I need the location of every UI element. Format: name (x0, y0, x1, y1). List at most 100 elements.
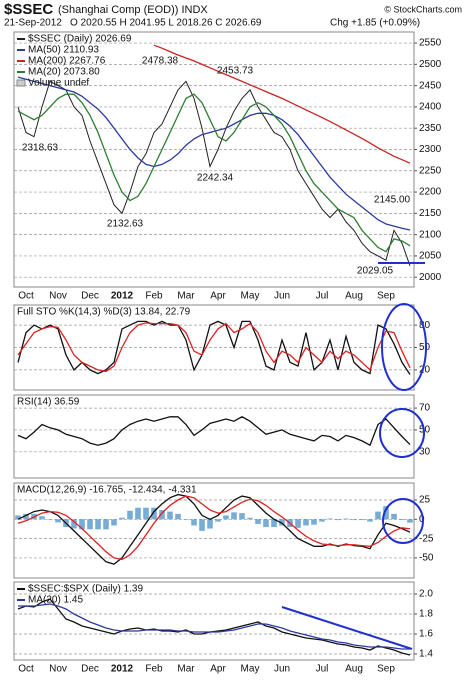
histogram-bar (71, 519, 77, 529)
histogram-bar (191, 519, 197, 526)
y-tick-label: 25 (419, 495, 431, 506)
y-tick-label: -25 (419, 533, 434, 544)
x-tick-label: Oct (18, 664, 34, 675)
x-tick-label: Mar (177, 664, 195, 675)
x-tick-label: Jul (316, 664, 329, 675)
legend-label: MA(20) 1.45 (28, 595, 83, 606)
histogram-bar (23, 513, 29, 520)
histogram-bar (103, 519, 109, 530)
quote-date: 21-Sep-2012 (4, 18, 62, 29)
y-tick-label: 2100 (419, 229, 442, 240)
histogram-bar (151, 507, 157, 520)
panel-frame (13, 581, 415, 661)
histogram-bar (407, 519, 413, 523)
histogram-bar (303, 519, 309, 526)
histogram-bar (119, 517, 125, 520)
y-tick-label: 2150 (419, 208, 442, 219)
x-tick-label: May (241, 664, 260, 675)
histogram-bar (111, 519, 117, 526)
histogram-bar (215, 519, 221, 522)
legend-label: MA(20) 2073.80 (28, 67, 100, 78)
price-annotation: 2318.63 (22, 143, 59, 154)
histogram-bar (79, 519, 85, 530)
x-tick-label: 2012 (111, 291, 134, 302)
y-tick-label: 2550 (419, 38, 442, 49)
x-tick-label: Oct (18, 291, 34, 302)
x-tick-label: Feb (145, 291, 163, 302)
y-tick-label: 50 (419, 342, 431, 353)
x-tick-label: Jun (274, 664, 290, 675)
histogram-bar (351, 519, 357, 521)
y-tick-label: 2050 (419, 251, 442, 262)
histogram-bar (383, 506, 389, 520)
y-tick-label: 2200 (419, 187, 442, 198)
price-annotation: 2242.34 (197, 173, 234, 184)
histogram-bar (279, 519, 285, 526)
y-tick-label: 2.0 (419, 589, 433, 600)
price-annotation: 2478.38 (142, 56, 179, 67)
symbol-name: (Shanghai Comp (EOD)) INDX (58, 4, 208, 16)
highlight-circle (382, 498, 424, 544)
x-tick-label: Dec (81, 291, 99, 302)
series-line (17, 322, 411, 373)
y-tick-label: 1.4 (419, 649, 433, 660)
legend-label: MA(50) 2110.93 (28, 45, 99, 56)
histogram-bar (343, 518, 349, 520)
histogram-bar (375, 511, 381, 520)
histogram-bar (127, 510, 133, 520)
histogram-bar (159, 510, 165, 520)
x-tick-label: Aug (345, 291, 363, 302)
price-annotation: 2132.63 (107, 219, 144, 230)
x-tick-label: Sep (377, 291, 395, 302)
price-annotation: 2029.05 (357, 266, 394, 277)
panel-frame (13, 31, 415, 288)
series-line (18, 603, 410, 650)
legend-label: Volume undef (28, 78, 89, 89)
panel-title: Full STO %K(14,3) %D(3) 13.84, 22.79 (17, 307, 191, 318)
panel-title: RSI(14) 36.59 (17, 397, 80, 408)
y-tick-label: 2300 (419, 144, 442, 155)
histogram-bar (39, 516, 45, 520)
series-line (17, 495, 411, 561)
histogram-bar (239, 513, 245, 520)
y-tick-label: 2350 (419, 123, 442, 134)
x-tick-label: Jul (316, 291, 329, 302)
histogram-bar (367, 519, 373, 522)
histogram-bar (223, 515, 229, 520)
histogram-bar (135, 507, 141, 520)
y-tick-label: 80 (419, 320, 431, 331)
histogram-bar (55, 519, 61, 523)
credit: © StockCharts.com (384, 4, 462, 14)
y-tick-label: 2250 (419, 165, 442, 176)
series-line (17, 76, 411, 231)
histogram-bar (175, 513, 181, 520)
series-line (17, 416, 411, 447)
highlight-circle (381, 303, 427, 391)
x-tick-label: Feb (145, 664, 163, 675)
histogram-bar (47, 519, 53, 520)
histogram-bar (319, 519, 325, 522)
histogram-bar (359, 519, 365, 521)
histogram-bar (15, 515, 21, 520)
histogram-bar (327, 518, 333, 520)
x-tick-label: 2012 (111, 664, 134, 675)
histogram-bar (199, 519, 205, 531)
histogram-bar (207, 519, 213, 529)
quote: O 2020.55 H 2041.95 L 2018.26 C 2026.69 (70, 18, 262, 29)
histogram-bar (311, 519, 317, 525)
y-tick-label: 70 (419, 403, 431, 414)
legend-swatch (16, 79, 26, 87)
y-tick-label: 2400 (419, 102, 442, 113)
histogram-bar (167, 511, 173, 520)
panel-frame (13, 482, 415, 579)
histogram-bar (263, 519, 269, 528)
histogram-bar (391, 513, 397, 520)
legend-label: MA(200) 2267.76 (28, 56, 106, 67)
x-tick-label: Jun (274, 291, 290, 302)
histogram-bar (143, 507, 149, 520)
histogram-bar (271, 519, 277, 528)
x-tick-label: May (241, 291, 260, 302)
y-tick-label: 2450 (419, 80, 442, 91)
histogram-bar (295, 519, 301, 528)
